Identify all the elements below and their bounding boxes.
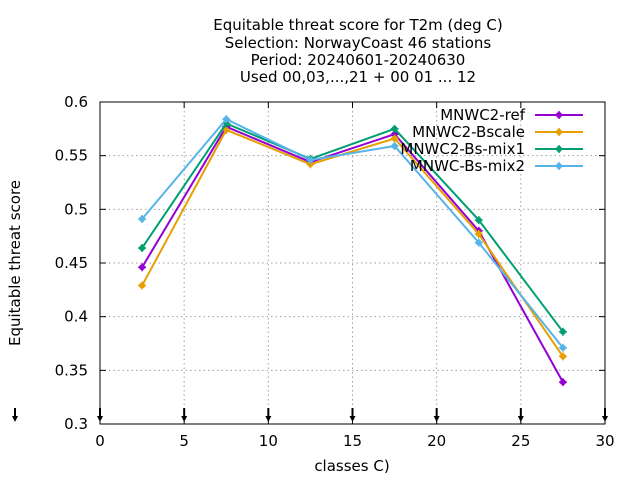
series-layer (138, 115, 567, 387)
data-point (138, 263, 147, 272)
data-point-cross (138, 243, 147, 252)
data-point-cross (555, 145, 563, 153)
data-point (138, 214, 147, 223)
chart-title-line-1: Equitable threat score for T2m (deg C) (213, 16, 503, 34)
data-point-cross (138, 263, 147, 272)
bottom-arrow-marker (433, 408, 440, 422)
x-tick-label: 0 (95, 432, 105, 450)
legend-entry: MNWC2-Bscale (412, 123, 583, 141)
x-tick-label: 10 (259, 432, 278, 450)
legend-swatch-marker (555, 145, 563, 153)
data-point-cross (555, 128, 563, 136)
data-point-cross (555, 111, 563, 119)
data-point-cross (558, 343, 567, 352)
data-point-cross (222, 115, 231, 124)
x-axis-label: classes C) (314, 457, 389, 475)
arrow-head (433, 416, 440, 422)
series-3 (138, 115, 567, 352)
data-point-cross (306, 155, 315, 164)
data-point-cross (558, 327, 567, 336)
x-tick-label: 5 (179, 432, 189, 450)
legend: MNWC2-refMNWC2-BscaleMNWC2-Bs-mix1MNWC-B… (400, 106, 583, 175)
chart-title-line-2: Selection: NorwayCoast 46 stations (225, 34, 492, 52)
x-tick-label: 20 (427, 432, 446, 450)
chart-title-line-3: Period: 20240601-20240630 (251, 51, 466, 69)
series-line (141, 128, 564, 357)
data-point (222, 115, 231, 124)
legend-swatch-marker (555, 162, 563, 170)
data-point-cross (555, 162, 563, 170)
legend-entry: MNWC2-Bs-mix1 (400, 140, 583, 158)
series-line (141, 117, 564, 349)
data-point-cross (138, 281, 147, 290)
x-tick-label: 25 (511, 432, 530, 450)
data-point-cross (390, 142, 399, 151)
y-axis-label: Equitable threat score (6, 180, 24, 346)
legend-label: MNWC2-Bscale (412, 123, 525, 141)
bottom-arrow-marker (349, 408, 356, 422)
y-tick-label: 0.45 (55, 254, 88, 272)
bottom-arrow-marker (97, 408, 103, 422)
data-point (474, 216, 483, 225)
arrow-head (265, 416, 272, 422)
data-point (138, 281, 147, 290)
y-tick-label: 0.4 (64, 308, 88, 326)
data-point-cross (474, 230, 483, 239)
y-tick-label: 0.55 (55, 147, 88, 165)
data-point-cross (474, 216, 483, 225)
arrow-head (517, 416, 524, 422)
chart-title: Equitable threat score for T2m (deg C) S… (213, 16, 503, 86)
legend-swatch-marker (555, 111, 563, 119)
bottom-arrow-markers (12, 408, 608, 422)
y-tick-label: 0.3 (64, 415, 88, 433)
bottom-arrow-marker (602, 408, 608, 422)
bottom-arrow-marker (265, 408, 272, 422)
data-point (558, 378, 567, 387)
legend-label: MNWC2-ref (440, 106, 525, 124)
data-point (390, 124, 399, 133)
data-point (474, 230, 483, 239)
data-point (390, 134, 399, 143)
y-tick-label: 0.6 (64, 93, 88, 111)
chart-title-line-4: Used 00,03,...,21 + 00 01 ... 12 (240, 68, 476, 86)
data-point-cross (558, 378, 567, 387)
bottom-arrow-marker (181, 408, 188, 422)
grid-layer (100, 102, 605, 424)
y-tick-label: 0.5 (64, 200, 88, 218)
bottom-arrow-marker (517, 408, 524, 422)
data-point (558, 352, 567, 361)
data-point-cross (558, 352, 567, 361)
data-point (474, 238, 483, 247)
tick-labels: 0.3 0.35 0.4 0.45 0.5 0.55 0.6 0 5 10 15 20 25 30 (55, 93, 615, 450)
data-point (390, 142, 399, 151)
y-tick-label: 0.35 (55, 361, 88, 379)
data-point (558, 343, 567, 352)
data-point (558, 327, 567, 336)
legend-entry: MNWC2-ref (440, 106, 583, 124)
data-point-cross (390, 124, 399, 133)
bottom-arrow-marker (12, 408, 18, 422)
legend-entry: MNWC-Bs-mix2 (410, 157, 583, 175)
x-tick-label: 15 (343, 432, 362, 450)
data-point-cross (390, 134, 399, 143)
arrow-head (181, 416, 188, 422)
data-point (138, 243, 147, 252)
plot-border (99, 101, 606, 425)
data-point-cross (138, 214, 147, 223)
data-point (306, 155, 315, 164)
arrow-head (12, 416, 18, 422)
x-tick-label: 30 (595, 432, 614, 450)
arrow-head (602, 416, 608, 422)
legend-swatch-marker (555, 128, 563, 136)
legend-label: MNWC-Bs-mix2 (410, 157, 525, 175)
arrow-head (97, 416, 103, 422)
series-line (141, 122, 564, 333)
data-point-cross (474, 238, 483, 247)
legend-label: MNWC2-Bs-mix1 (400, 140, 525, 158)
arrow-head (349, 416, 356, 422)
